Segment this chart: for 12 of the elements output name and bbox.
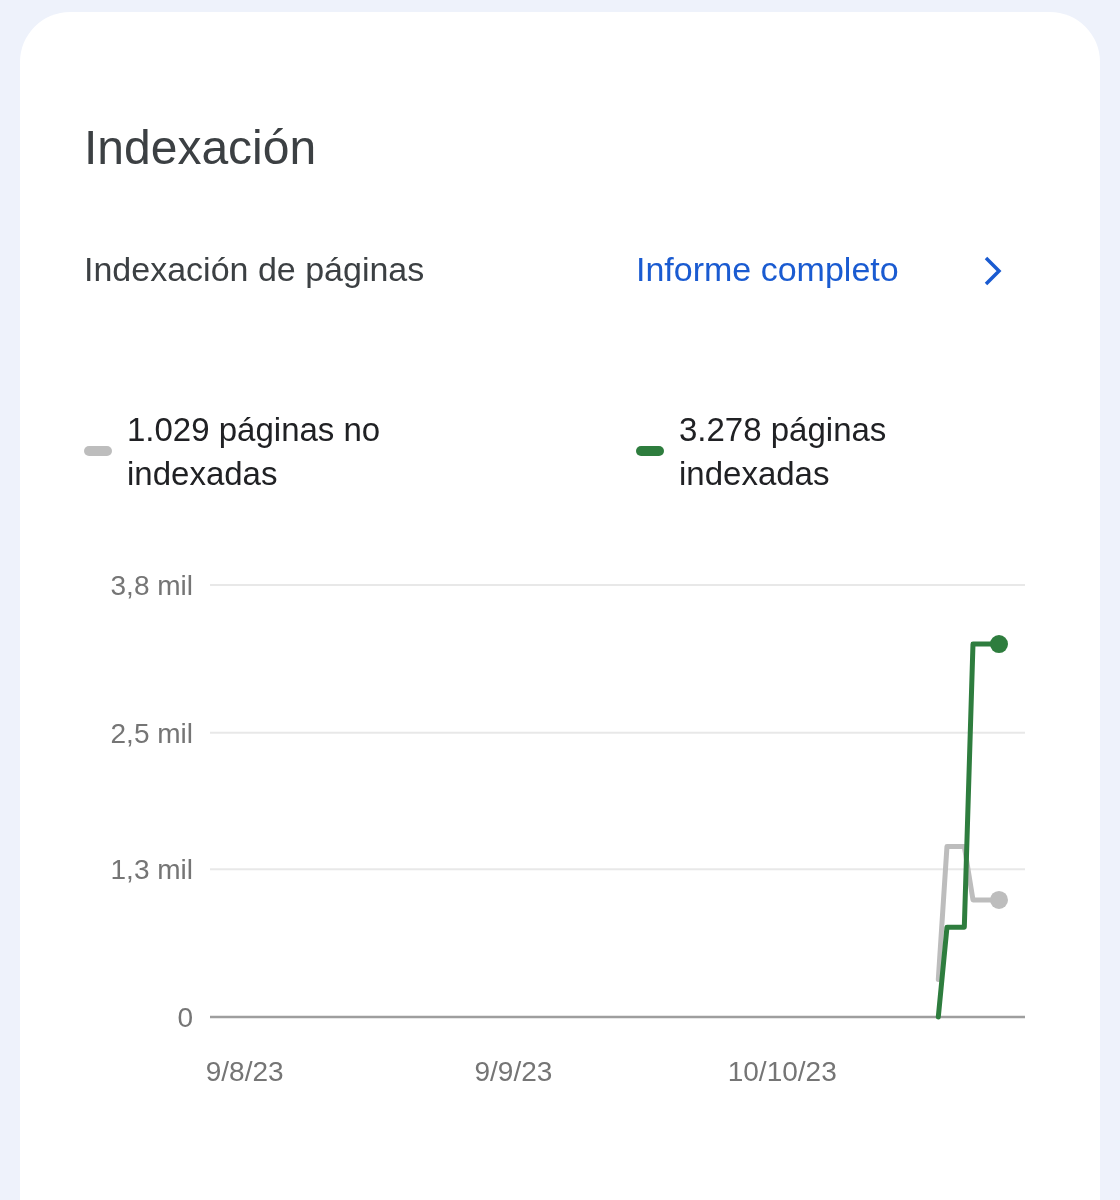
chart-subtitle: Indexación de páginas [84, 250, 425, 288]
x-tick-label: 9/8/23 [205, 1056, 284, 1087]
y-tick-label: 1,3 mil [110, 854, 193, 886]
x-tick-label: 9/9/23 [474, 1056, 553, 1087]
legend-label: 1.029 páginas no indexadas [127, 411, 381, 492]
text: Informe completo [636, 250, 899, 288]
y-tick-label: 3,8 mil [110, 569, 193, 601]
y-tick-label: 2,5 mil [110, 717, 193, 749]
chart-title: Indexación [84, 121, 317, 174]
y-tick-label: 0 [177, 1001, 193, 1033]
legend-label: 3.278 páginas indexadas [679, 411, 887, 492]
x-tick-label: 10/10/23 [727, 1056, 837, 1087]
